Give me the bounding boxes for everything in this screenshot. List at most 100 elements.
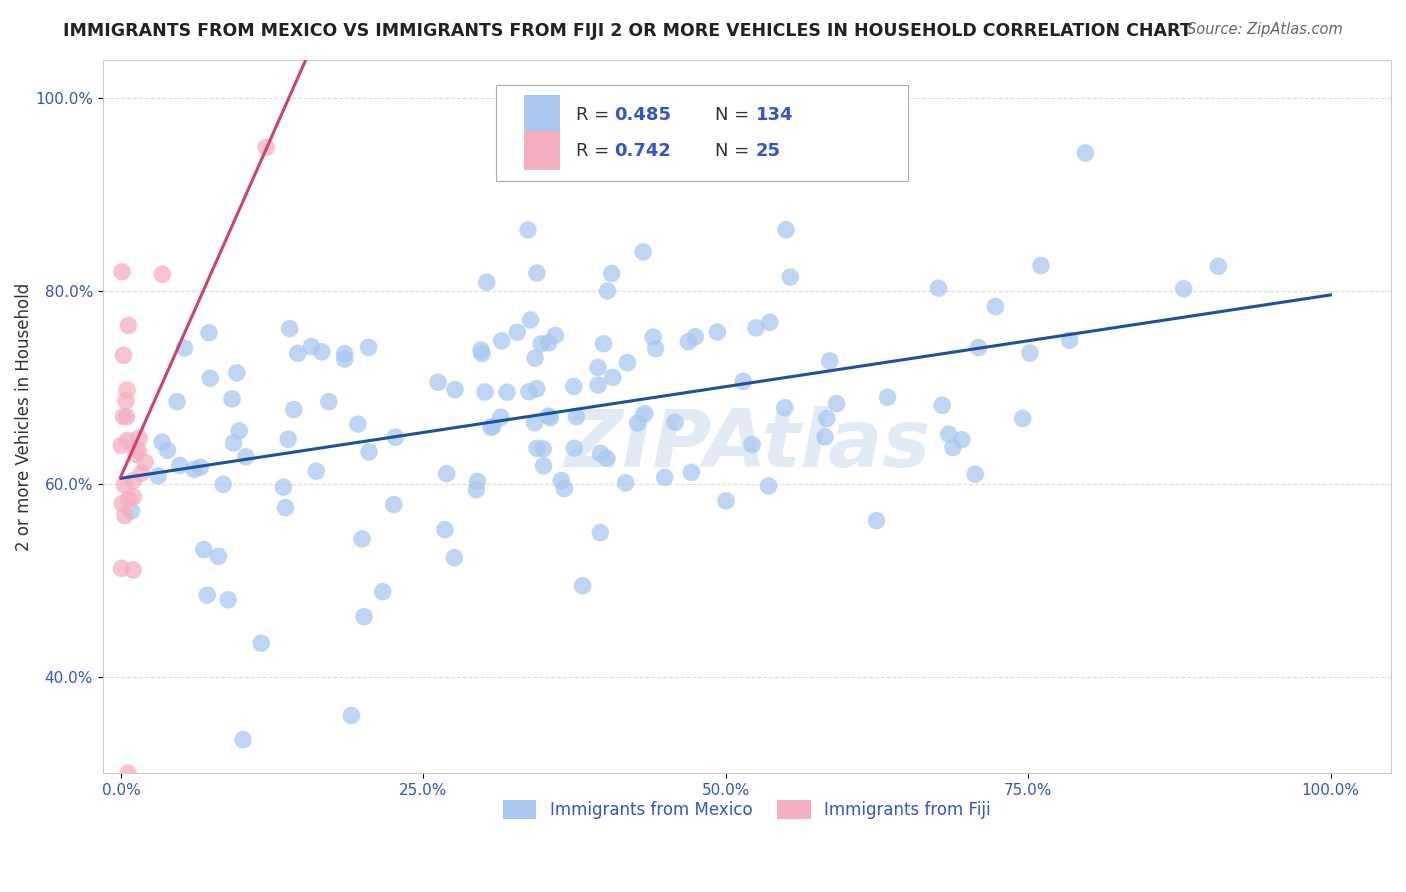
- Point: [193, 542, 215, 557]
- Point: [357, 340, 380, 354]
- Point: [131, 467, 153, 481]
- Text: Source: ZipAtlas.com: Source: ZipAtlas.com: [1187, 22, 1343, 37]
- Point: [188, 460, 211, 475]
- Point: [225, 366, 247, 380]
- Point: [481, 419, 503, 434]
- Point: [565, 409, 588, 424]
- Point: [643, 330, 665, 344]
- Point: [305, 464, 328, 478]
- Point: [115, 393, 138, 408]
- Point: [470, 343, 492, 357]
- Point: [491, 334, 513, 348]
- Point: [250, 636, 273, 650]
- Point: [614, 475, 637, 490]
- Point: [110, 438, 132, 452]
- Point: [150, 435, 173, 450]
- Point: [602, 370, 624, 384]
- Point: [122, 490, 145, 504]
- Point: [1173, 282, 1195, 296]
- Point: [467, 475, 489, 489]
- Text: 25: 25: [756, 142, 780, 160]
- Point: [1018, 346, 1040, 360]
- Text: ZIPAtlas: ZIPAtlas: [564, 406, 929, 484]
- Point: [111, 497, 134, 511]
- Point: [733, 375, 755, 389]
- Point: [526, 266, 548, 280]
- Point: [357, 445, 380, 459]
- Point: [714, 493, 737, 508]
- Point: [173, 341, 195, 355]
- Point: [517, 384, 540, 399]
- Point: [112, 348, 135, 362]
- Point: [299, 340, 322, 354]
- Point: [311, 344, 333, 359]
- Point: [183, 462, 205, 476]
- Point: [134, 455, 156, 469]
- Point: [384, 430, 406, 444]
- Point: [984, 300, 1007, 314]
- Point: [200, 371, 222, 385]
- Point: [523, 416, 546, 430]
- Point: [592, 336, 614, 351]
- Point: [122, 563, 145, 577]
- Point: [1059, 333, 1081, 347]
- Point: [531, 442, 554, 456]
- Point: [562, 441, 585, 455]
- Point: [232, 732, 254, 747]
- Point: [287, 346, 309, 360]
- Point: [207, 549, 229, 564]
- Point: [318, 394, 340, 409]
- Point: [942, 441, 965, 455]
- Point: [217, 592, 239, 607]
- Point: [222, 436, 245, 450]
- Point: [212, 477, 235, 491]
- Point: [146, 468, 169, 483]
- Point: [553, 482, 575, 496]
- Point: [465, 483, 488, 497]
- Point: [773, 401, 796, 415]
- Point: [533, 458, 555, 473]
- Point: [228, 424, 250, 438]
- Point: [865, 514, 887, 528]
- Point: [221, 392, 243, 406]
- Bar: [524, 95, 560, 135]
- Point: [506, 325, 529, 339]
- Point: [815, 411, 838, 425]
- Point: [571, 579, 593, 593]
- Point: [443, 550, 465, 565]
- Point: [353, 609, 375, 624]
- Point: [475, 275, 498, 289]
- Point: [115, 383, 138, 397]
- Point: [1074, 145, 1097, 160]
- Point: [818, 354, 841, 368]
- Point: [589, 446, 612, 460]
- Point: [112, 477, 135, 491]
- Point: [600, 267, 623, 281]
- Point: [537, 335, 560, 350]
- Point: [1208, 260, 1230, 274]
- Point: [779, 270, 801, 285]
- Point: [741, 437, 763, 451]
- Point: [745, 321, 768, 335]
- Point: [825, 396, 848, 410]
- Text: R =: R =: [575, 106, 614, 124]
- Text: N =: N =: [714, 142, 755, 160]
- Point: [333, 352, 356, 367]
- Point: [814, 430, 837, 444]
- Point: [496, 385, 519, 400]
- Bar: [524, 131, 560, 170]
- Point: [876, 390, 898, 404]
- Y-axis label: 2 or more Vehicles in Household: 2 or more Vehicles in Household: [15, 283, 32, 550]
- Point: [114, 508, 136, 523]
- Point: [683, 330, 706, 344]
- Point: [706, 325, 728, 339]
- Point: [125, 447, 148, 461]
- Text: N =: N =: [714, 106, 755, 124]
- Text: IMMIGRANTS FROM MEXICO VS IMMIGRANTS FROM FIJI 2 OR MORE VEHICLES IN HOUSEHOLD C: IMMIGRANTS FROM MEXICO VS IMMIGRANTS FRO…: [63, 22, 1192, 40]
- Point: [595, 451, 617, 466]
- Point: [517, 223, 540, 237]
- Point: [166, 394, 188, 409]
- Point: [1011, 411, 1033, 425]
- Point: [150, 267, 173, 281]
- Point: [273, 480, 295, 494]
